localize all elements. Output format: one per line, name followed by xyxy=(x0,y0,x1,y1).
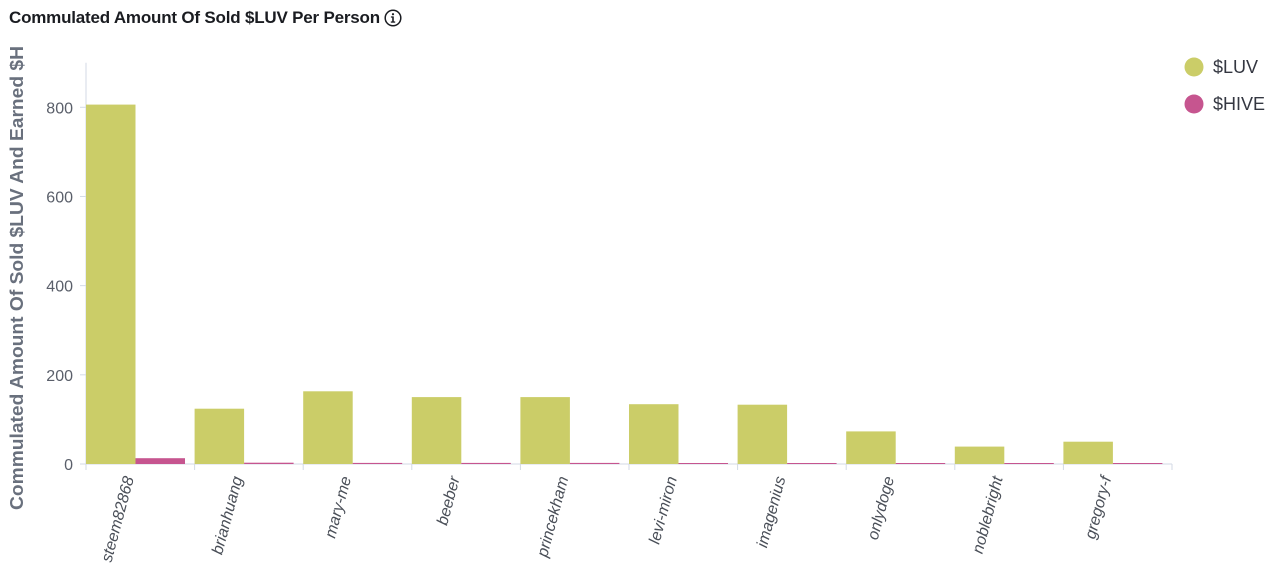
bar-hive-imagenius[interactable] xyxy=(787,463,837,464)
legend-label-luv[interactable]: $LUV xyxy=(1213,57,1258,77)
chart-title: Commulated Amount Of Sold $LUV Per Perso… xyxy=(9,8,380,27)
bar-hive-onlydoge[interactable] xyxy=(895,463,946,464)
x-tick-label: levi-miron xyxy=(646,475,680,546)
bar-hive-noblebright[interactable] xyxy=(1004,463,1054,464)
bar-luv-levi-miron[interactable] xyxy=(629,404,679,464)
bar-hive-steem82868[interactable] xyxy=(135,458,186,464)
bar-luv-imagenius[interactable] xyxy=(737,404,788,464)
bar-luv-onlydoge[interactable] xyxy=(846,431,896,464)
bar-luv-gregory-f[interactable] xyxy=(1063,441,1113,464)
bar-luv-noblebright[interactable] xyxy=(954,446,1005,464)
x-tick-label: mary-me xyxy=(322,475,355,540)
y-tick-label: 400 xyxy=(46,279,73,296)
bar-hive-brianhuang[interactable] xyxy=(244,462,294,464)
chart-header: Commulated Amount Of Sold $LUV Per Perso… xyxy=(9,6,402,30)
x-tick-label: brianhuang xyxy=(209,475,246,557)
legend-swatch-hive[interactable] xyxy=(1184,94,1204,114)
x-tick-label: beeber xyxy=(434,474,463,527)
x-tick-label: steem82868 xyxy=(99,475,138,565)
y-tick-label: 0 xyxy=(64,457,73,474)
bar-hive-beeber[interactable] xyxy=(461,462,511,464)
y-tick-label: 800 xyxy=(46,100,73,117)
bar-luv-princekham[interactable] xyxy=(520,397,570,464)
legend-swatch-luv[interactable] xyxy=(1184,57,1204,77)
bar-luv-mary-me[interactable] xyxy=(303,391,353,464)
info-icon[interactable] xyxy=(384,9,402,27)
y-axis-title: Commulated Amount Of Sold $LUV And Earne… xyxy=(7,46,27,510)
y-tick-label: 600 xyxy=(46,189,73,206)
bar-hive-mary-me[interactable] xyxy=(352,462,403,464)
x-tick-label: gregory-f xyxy=(1082,473,1115,541)
bar-luv-beeber[interactable] xyxy=(411,397,462,464)
x-tick-label: noblebright xyxy=(970,474,1007,555)
bar-hive-levi-miron[interactable] xyxy=(678,463,729,464)
x-tick-label: onlydoge xyxy=(865,475,898,542)
bars xyxy=(86,104,1163,464)
x-tick-label: princekham xyxy=(534,475,572,560)
bar-luv-steem82868[interactable] xyxy=(86,104,136,464)
y-tick-label: 200 xyxy=(46,368,73,385)
legend: $LUV $HIVE xyxy=(1184,57,1265,114)
x-tick-label: imagenius xyxy=(754,475,789,550)
bar-luv-brianhuang[interactable] xyxy=(194,408,245,464)
x-axis xyxy=(85,463,1173,470)
x-tick-labels: steem82868 brianhuang mary-me beeber princek… xyxy=(99,473,1116,564)
y-axis: 0 200 400 600 800 xyxy=(46,62,87,474)
bar-hive-gregory-f[interactable] xyxy=(1112,463,1163,464)
bar-hive-princekham[interactable] xyxy=(569,462,620,464)
legend-label-hive[interactable]: $HIVE xyxy=(1213,94,1265,114)
